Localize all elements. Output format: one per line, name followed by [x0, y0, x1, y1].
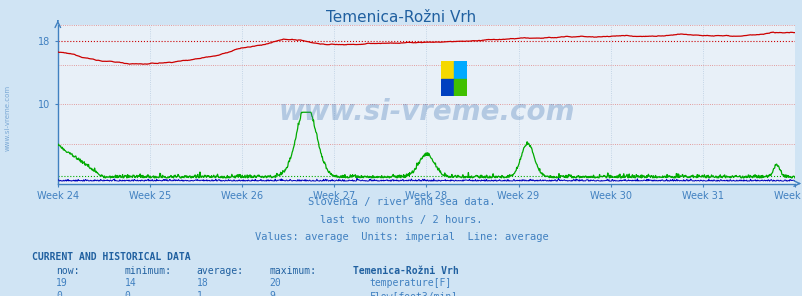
Text: Values: average  Units: imperial  Line: average: Values: average Units: imperial Line: av… — [254, 232, 548, 242]
Text: Flow[foot3/min]: Flow[foot3/min] — [369, 291, 457, 296]
Bar — [440, 79, 453, 96]
Text: Temenica-Rožni Vrh: Temenica-Rožni Vrh — [353, 266, 459, 276]
Text: CURRENT AND HISTORICAL DATA: CURRENT AND HISTORICAL DATA — [32, 252, 191, 262]
Bar — [453, 79, 466, 96]
Text: Temenica-Rožni Vrh: Temenica-Rožni Vrh — [326, 10, 476, 25]
Text: minimum:: minimum: — [124, 266, 172, 276]
Text: Slovenia / river and sea data.: Slovenia / river and sea data. — [307, 197, 495, 207]
Text: www.si-vreme.com: www.si-vreme.com — [277, 98, 574, 126]
Text: now:: now: — [56, 266, 79, 276]
Text: average:: average: — [196, 266, 244, 276]
Text: 0: 0 — [56, 291, 62, 296]
Bar — [440, 61, 453, 79]
Text: 1: 1 — [196, 291, 202, 296]
Text: last two months / 2 hours.: last two months / 2 hours. — [320, 215, 482, 225]
Text: 18: 18 — [196, 278, 209, 288]
Text: 20: 20 — [269, 278, 281, 288]
Text: temperature[F]: temperature[F] — [369, 278, 451, 288]
Bar — [453, 61, 466, 79]
Text: 14: 14 — [124, 278, 136, 288]
Text: 0: 0 — [124, 291, 130, 296]
Text: 19: 19 — [56, 278, 68, 288]
Text: www.si-vreme.com: www.si-vreme.com — [5, 85, 11, 152]
Text: 9: 9 — [269, 291, 274, 296]
Text: maximum:: maximum: — [269, 266, 316, 276]
